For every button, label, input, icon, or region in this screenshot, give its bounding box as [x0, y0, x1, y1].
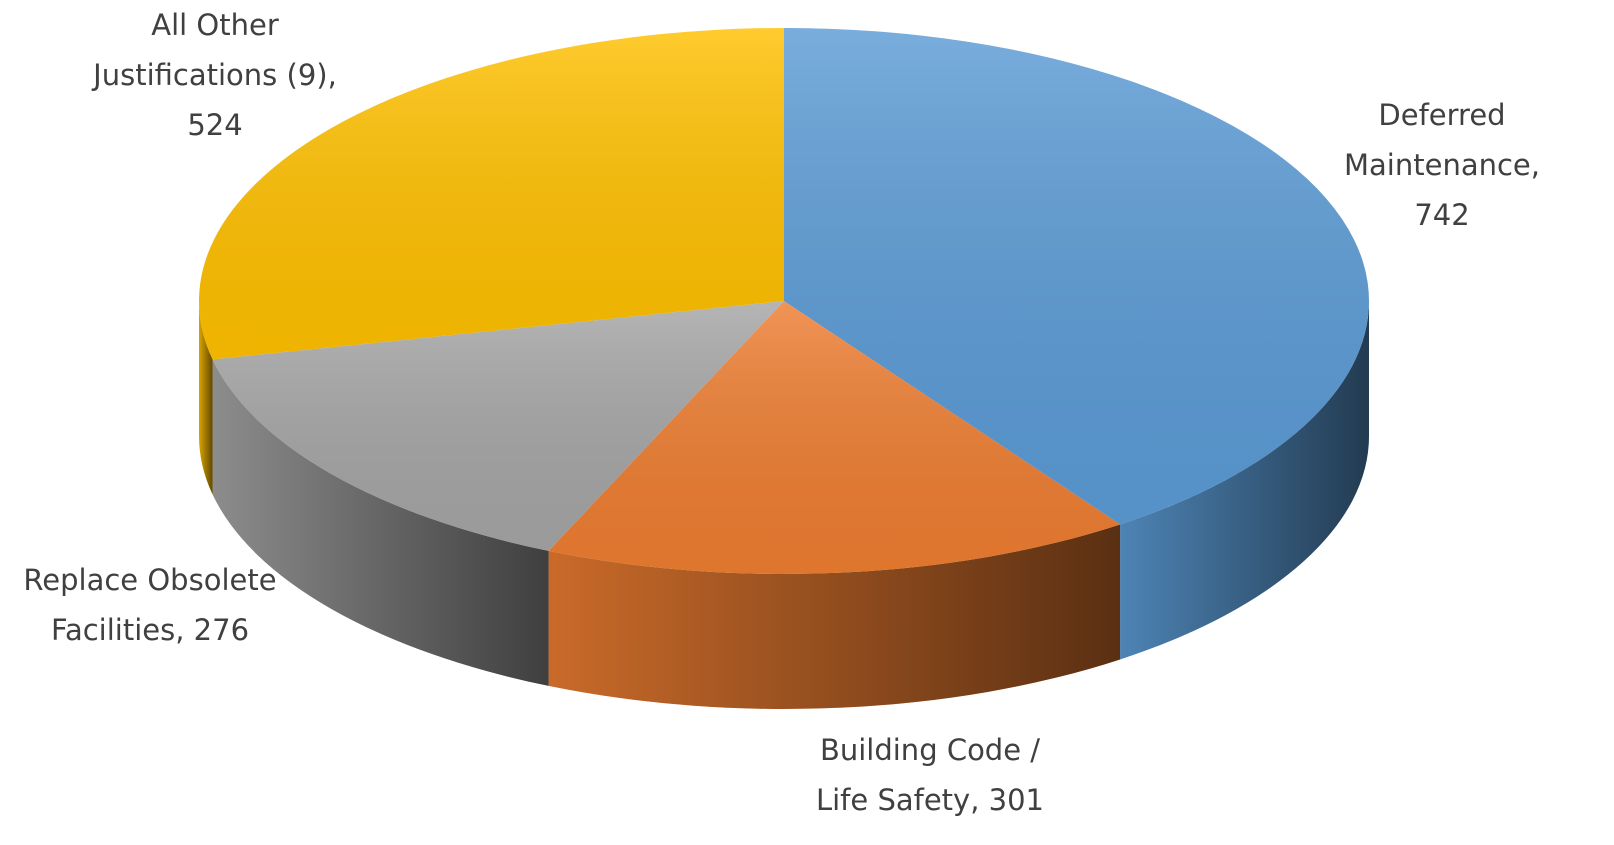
slice-gloss — [198, 28, 784, 360]
side-shade — [548, 524, 1121, 709]
data-label: All Other Justifications (9), 524 — [93, 8, 337, 142]
slice-gloss — [548, 301, 1121, 574]
side-shade — [1120, 301, 1369, 660]
slice-gloss — [784, 28, 1369, 525]
side-shade — [212, 359, 549, 686]
data-label: Building Code / Life Safety, 301 — [815, 733, 1045, 817]
data-label: Replace Obsolete Facilities, 276 — [23, 563, 277, 647]
side-shade — [199, 301, 213, 495]
slice-gloss — [212, 301, 784, 551]
data-label: Deferred Maintenance, 742 — [1344, 98, 1540, 232]
